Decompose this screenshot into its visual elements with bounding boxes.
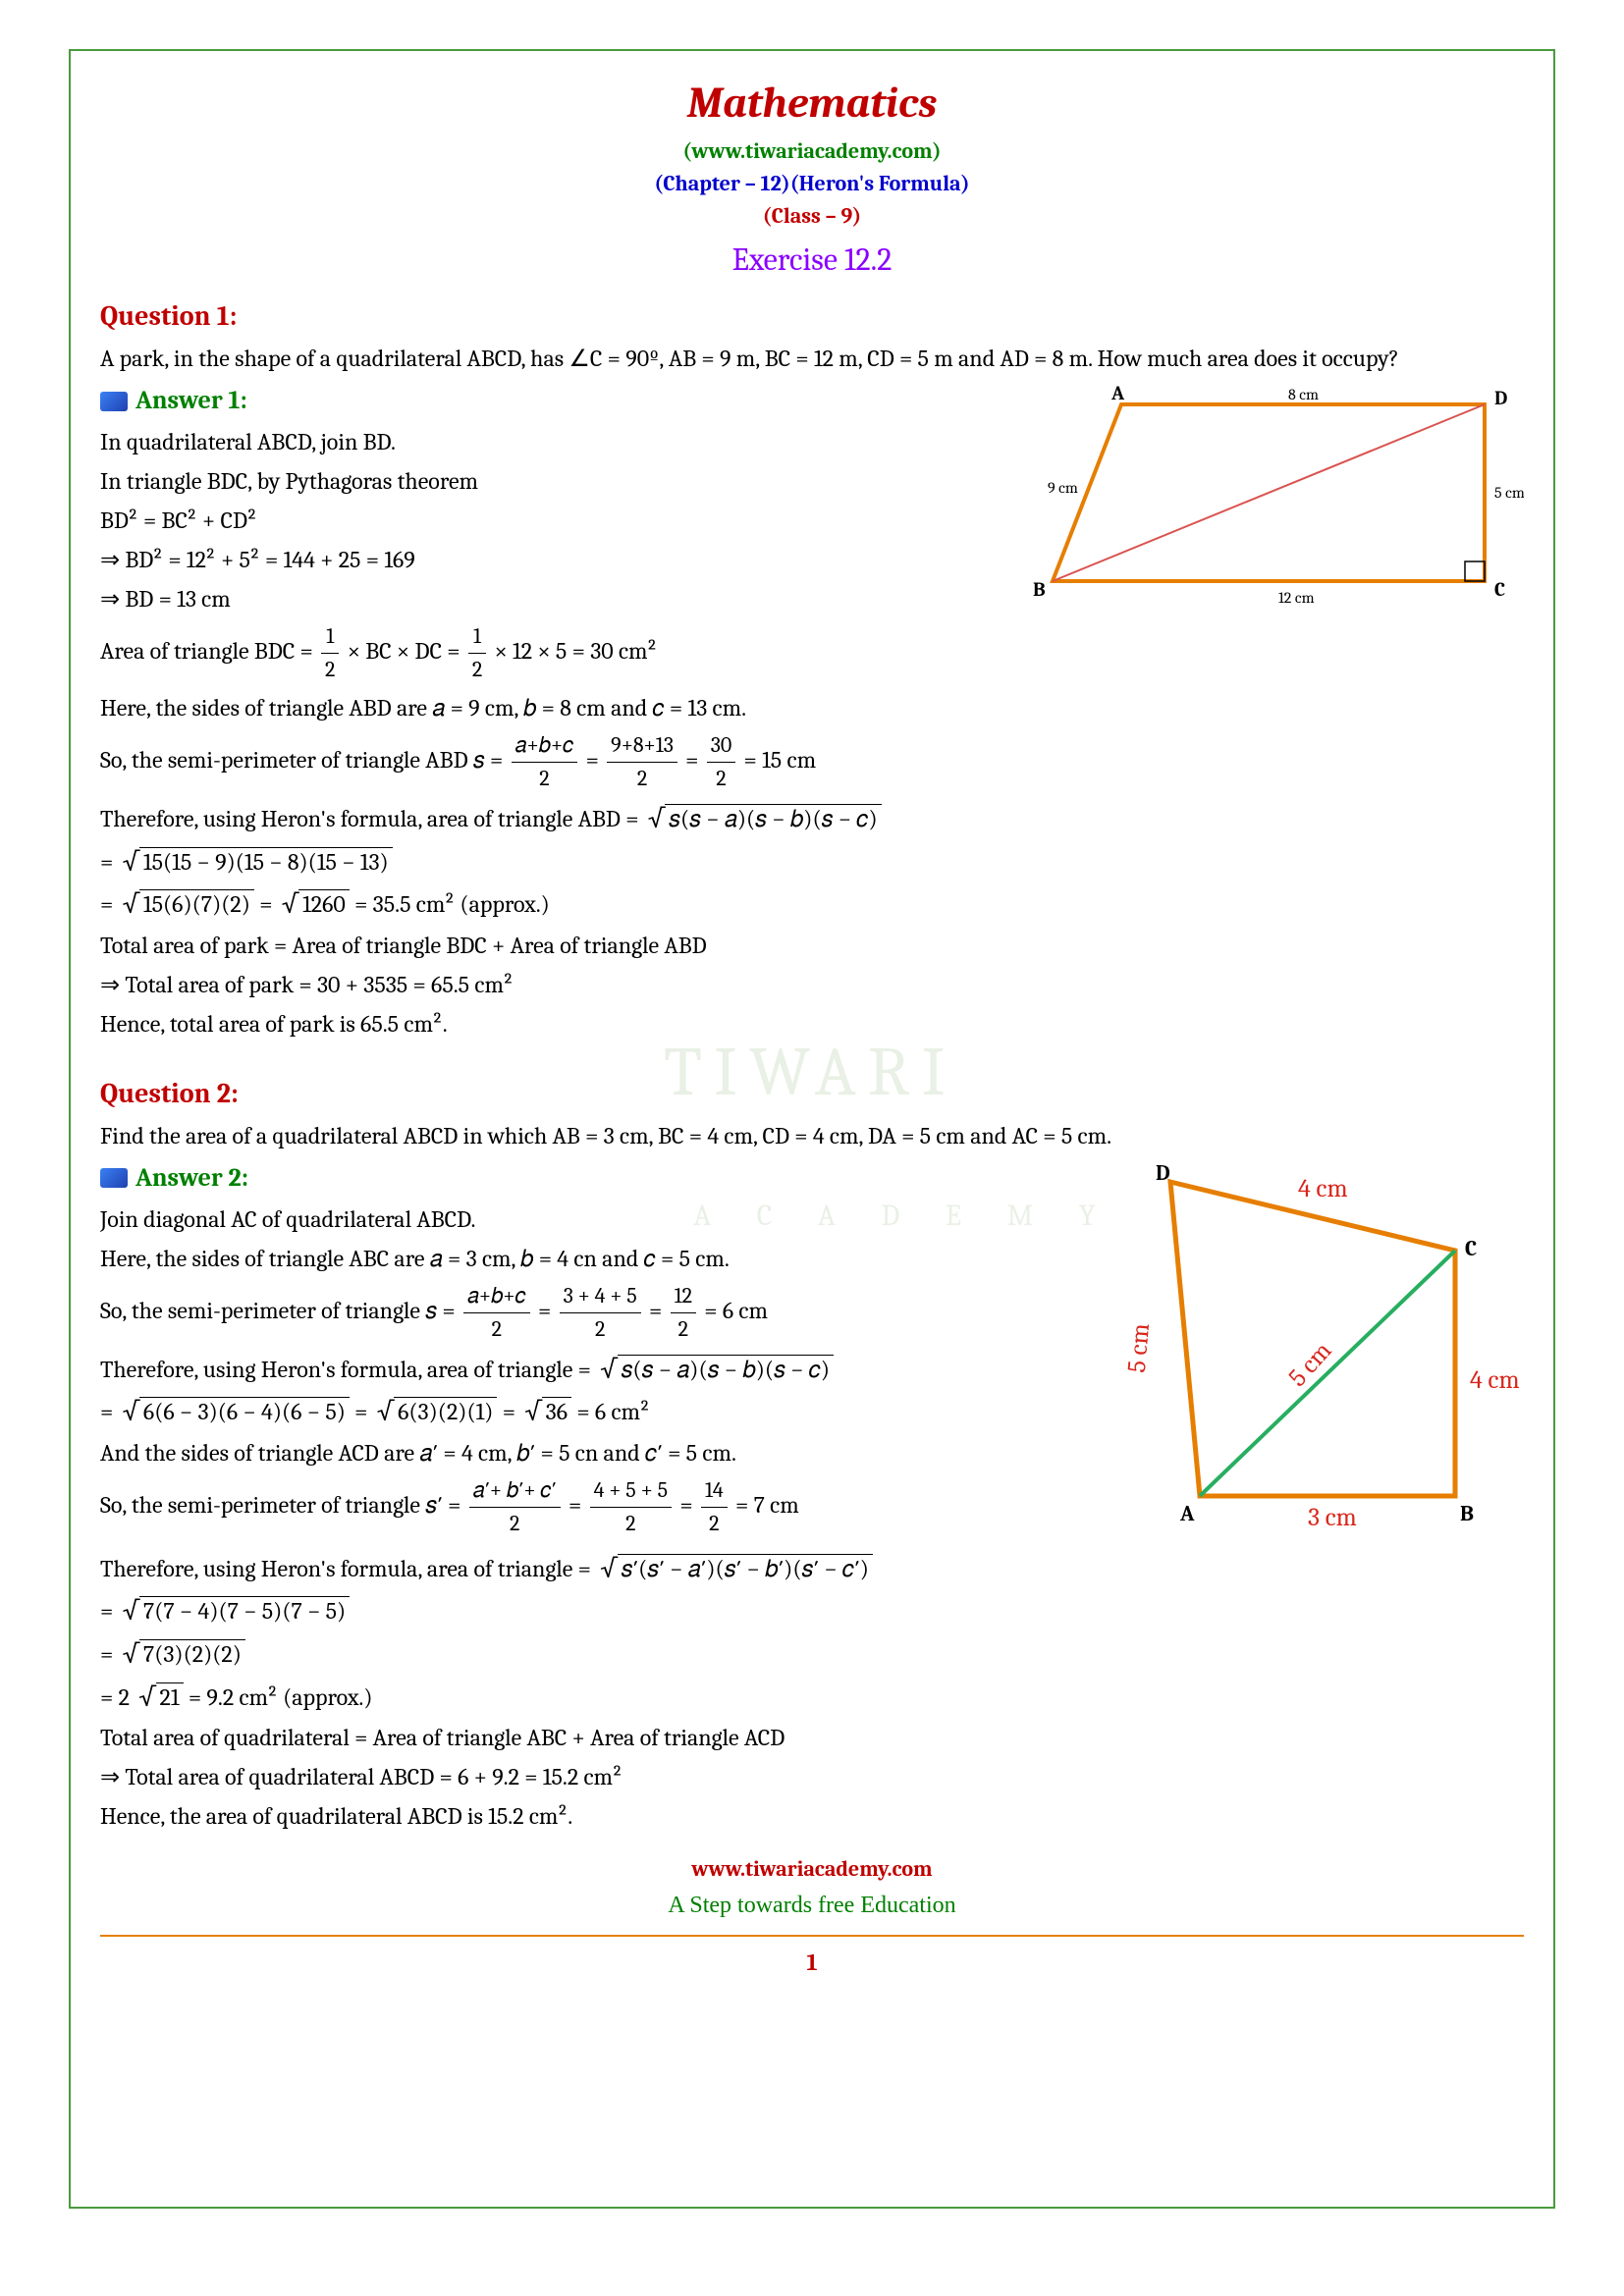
svg-text:4 cm: 4 cm [1298, 1174, 1348, 1203]
q1-l8: So, the semi-perimeter of triangle ABD 𝑠… [100, 729, 1524, 795]
q2-prompt: Find the area of a quadrilateral ABCD in… [100, 1118, 1524, 1153]
q1-l11: = 15(6)(7)(2) = 1260 = 35.5 cm² (approx.… [100, 884, 1524, 924]
svg-text:D: D [1494, 387, 1507, 409]
svg-text:5 cm: 5 cm [1494, 484, 1524, 502]
svg-text:B: B [1033, 578, 1046, 601]
footer-divider [100, 1935, 1524, 1937]
q1-answer-heading: Answer 1: [100, 382, 994, 420]
svg-text:4 cm: 4 cm [1470, 1365, 1520, 1395]
svg-text:5 cm: 5 cm [1283, 1336, 1338, 1392]
q1-l10: = 15(15 − 9)(15 − 8)(15 − 13) [100, 842, 1524, 881]
header: Mathematics (www.tiwariacademy.com) (Cha… [100, 71, 1524, 284]
page-number: 1 [100, 1945, 1524, 1980]
q2-l9: = 7(7 − 4)(7 − 5)(7 − 5) [100, 1591, 1524, 1630]
footer: www.tiwariacademy.com A Step towards fre… [100, 1853, 1524, 1980]
svg-text:A: A [1179, 1501, 1195, 1526]
q1-heading: Question 1: [100, 295, 1524, 337]
q2-l12: Total area of quadrilateral = Area of tr… [100, 1720, 1524, 1755]
q2-l10: = 7(3)(2)(2) [100, 1634, 1524, 1674]
page-title: Mathematics [100, 71, 1524, 135]
svg-text:D: D [1156, 1162, 1170, 1186]
svg-text:12 cm: 12 cm [1278, 589, 1315, 607]
q2-answer-heading: Answer 2: [100, 1159, 1092, 1198]
footer-link: www.tiwariacademy.com [100, 1853, 1524, 1886]
svg-text:B: B [1460, 1501, 1474, 1526]
q1-answer-label: Answer 1: [135, 382, 247, 420]
q1-l13: ⇒ Total area of park = 30 + 3535 = 65.5 … [100, 967, 1524, 1002]
chapter-line: (Chapter – 12)(Heron's Formula) [100, 168, 1524, 200]
answer-icon [100, 1168, 128, 1188]
svg-text:8 cm: 8 cm [1288, 386, 1319, 403]
answer-icon [100, 392, 128, 411]
q1-l14: Hence, total area of park is 65.5 cm². [100, 1006, 1524, 1041]
q2-l14: Hence, the area of quadrilateral ABCD is… [100, 1798, 1524, 1834]
q1-l6: Area of triangle BDC = 12 × BC × DC = 12… [100, 620, 1524, 686]
q2-l13: ⇒ Total area of quadrilateral ABCD = 6 +… [100, 1759, 1524, 1794]
svg-text:3 cm: 3 cm [1308, 1503, 1357, 1532]
svg-text:A: A [1110, 385, 1125, 404]
exercise-heading: Exercise 12.2 [100, 237, 1524, 284]
q2-l8: Therefore, using Heron's formula, area o… [100, 1549, 1524, 1588]
q2-diagram: D C A B 4 cm 5 cm 5 cm 4 cm 3 cm [1111, 1162, 1524, 1535]
q1-l12: Total area of park = Area of triangle BD… [100, 928, 1524, 963]
svg-text:C: C [1494, 578, 1505, 601]
svg-text:9 cm: 9 cm [1048, 479, 1078, 497]
q1-l7: Here, the sides of triangle ABD are 𝑎 = … [100, 690, 1524, 725]
q1-prompt: A park, in the shape of a quadrilateral … [100, 341, 1524, 376]
q1-l9: Therefore, using Heron's formula, area o… [100, 799, 1524, 838]
q2-heading: Question 2: [100, 1073, 1524, 1114]
website-link: (www.tiwariacademy.com) [100, 135, 1524, 168]
page-border: TIWARI A C A D E M Y Mathematics (www.ti… [69, 49, 1555, 2209]
class-line: (Class – 9) [100, 200, 1524, 233]
q2-answer-label: Answer 2: [135, 1159, 248, 1198]
svg-text:C: C [1465, 1236, 1477, 1261]
q2-l11: = 2 21 = 9.2 cm² (approx.) [100, 1678, 1524, 1717]
svg-text:5 cm: 5 cm [1122, 1322, 1156, 1374]
footer-tagline: A Step towards free Education [100, 1888, 1524, 1923]
q1-diagram: A D B C 8 cm 9 cm 5 cm 12 cm [1013, 385, 1524, 611]
